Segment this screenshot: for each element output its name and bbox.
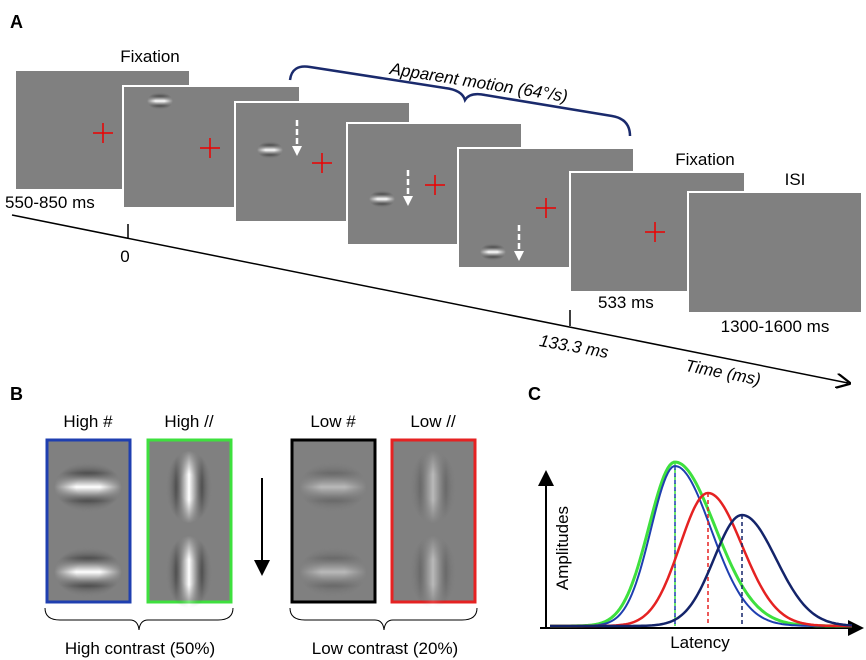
condition-label: High // — [164, 412, 213, 431]
duration: 550-850 ms — [5, 193, 95, 212]
frames — [14, 69, 863, 314]
duration: 1300-1600 ms — [721, 317, 830, 336]
fixation-title: Fixation — [120, 47, 180, 66]
condition-label: High # — [63, 412, 113, 431]
condition-label: Low # — [310, 412, 356, 431]
curves — [550, 460, 853, 628]
tick-label: 0 — [120, 247, 129, 266]
panel-label: A — [10, 12, 23, 32]
isi-title: ISI — [785, 170, 806, 189]
group-label: Low contrast (20%) — [312, 639, 458, 658]
curve — [550, 460, 852, 628]
duration: 533 ms — [598, 293, 654, 312]
panel-label: C — [528, 384, 541, 404]
panel-label: B — [10, 384, 23, 404]
fixation-title: Fixation — [675, 150, 735, 169]
condition-label: Low // — [410, 412, 456, 431]
group-label: High contrast (50%) — [65, 639, 215, 658]
brace — [288, 65, 632, 137]
axis-label: Time (ms) — [684, 356, 763, 389]
time-axis — [11, 214, 848, 383]
axis-label: Amplitudes — [553, 506, 572, 590]
tick-label: 133.3 ms — [538, 331, 611, 362]
axis-label: Latency — [670, 633, 730, 652]
curve — [550, 513, 853, 628]
